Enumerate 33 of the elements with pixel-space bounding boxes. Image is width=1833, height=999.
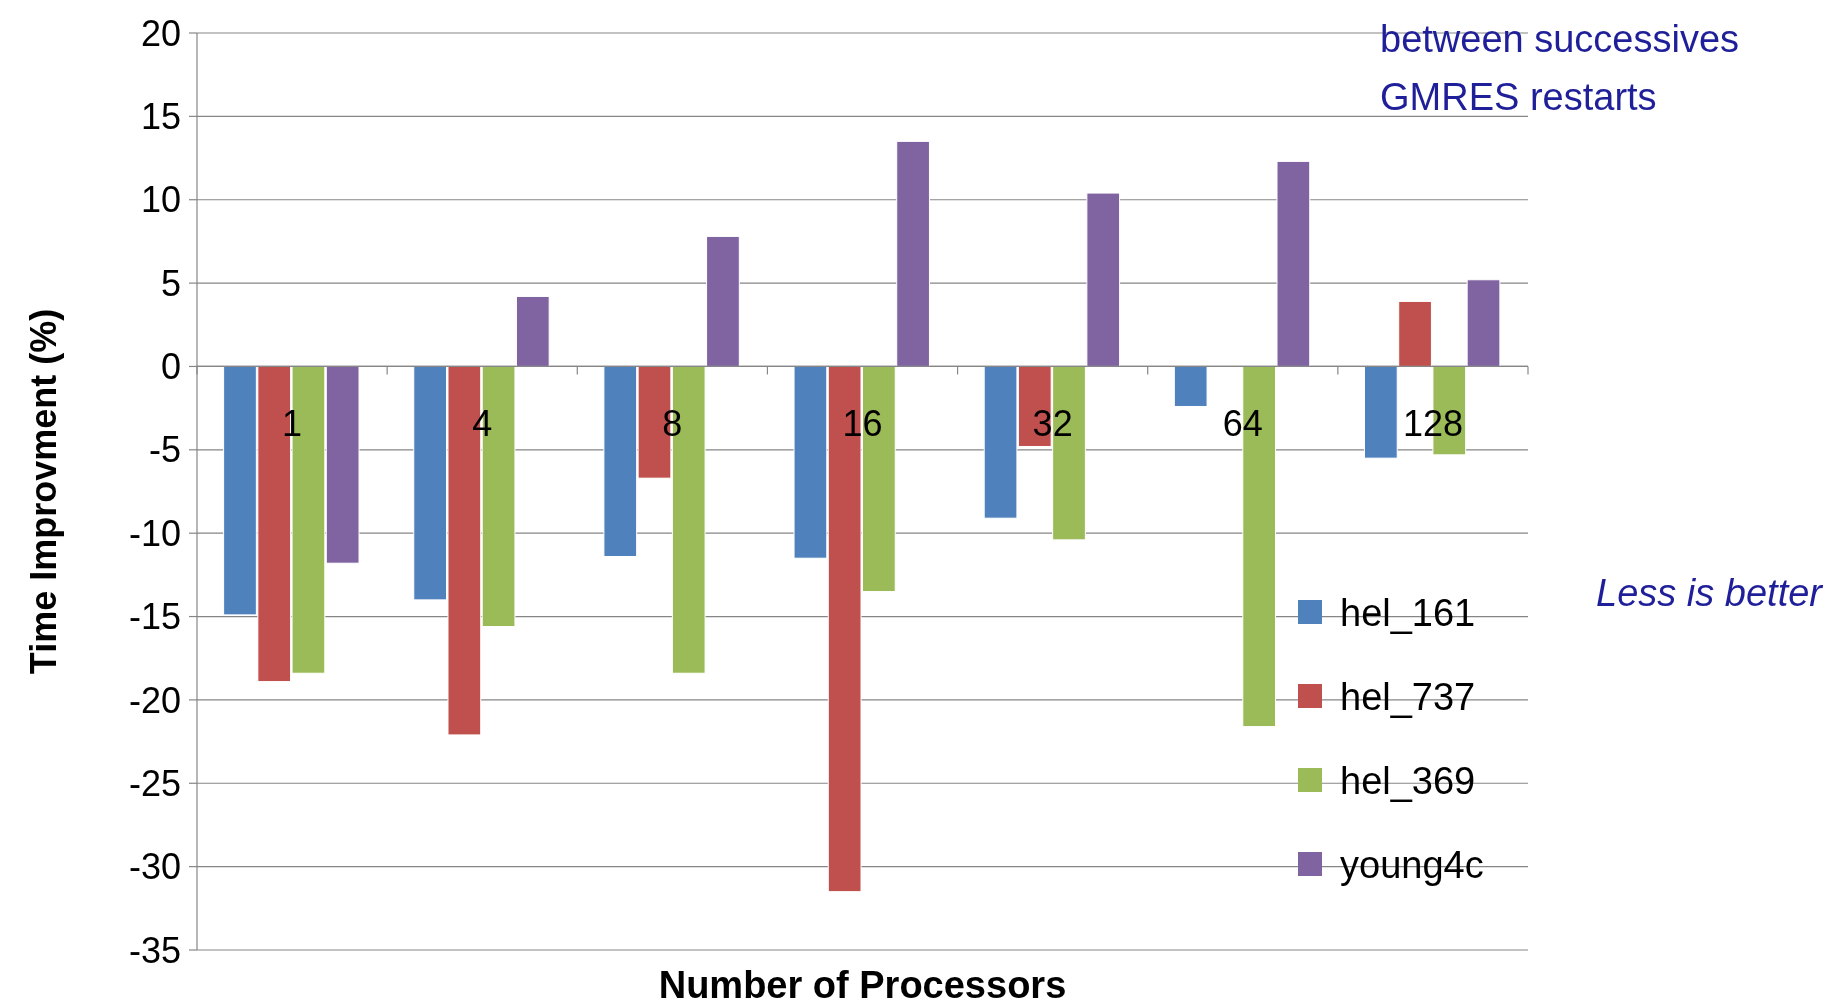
legend-label: hel_369: [1340, 760, 1476, 803]
y-tick-label: 0: [160, 346, 181, 388]
bar: [1398, 300, 1432, 367]
y-tick-label: -25: [128, 762, 181, 804]
y-tick-label: -20: [128, 679, 181, 721]
y-tick-label: 5: [160, 262, 181, 304]
y-tick-label: -35: [128, 929, 181, 971]
bar: [706, 235, 740, 367]
legend-label: hel_737: [1340, 676, 1476, 719]
bar: [896, 140, 930, 367]
y-tick-label: -30: [128, 846, 181, 888]
x-axis-title: Number of Processors: [658, 964, 1067, 999]
x-tick-label: 128: [1402, 403, 1463, 445]
x-tick-label: 4: [472, 403, 493, 445]
annotation: between successives GMRES restarts: [1380, 18, 1740, 118]
x-tick-label: 64: [1222, 403, 1263, 445]
bar: [1086, 192, 1121, 367]
bar: [1173, 365, 1208, 407]
y-tick-label: 10: [140, 179, 181, 221]
y-tick-label: 20: [140, 12, 181, 54]
legend-label: hel_161: [1340, 592, 1476, 635]
y-tick-label: -10: [128, 512, 181, 554]
y-tick-label: -15: [128, 596, 181, 638]
bar: [1363, 365, 1398, 459]
y-axis-title: Time Improvment (%): [23, 308, 64, 675]
bar: [1276, 160, 1311, 367]
text: Less is better: [1596, 572, 1824, 614]
y-tick-label: 15: [140, 95, 181, 137]
y-tick-label: -5: [148, 429, 181, 471]
bar: [515, 295, 550, 367]
bar: [1466, 279, 1501, 367]
legend-label: young4c: [1340, 844, 1484, 887]
x-tick-label: 8: [662, 403, 683, 445]
